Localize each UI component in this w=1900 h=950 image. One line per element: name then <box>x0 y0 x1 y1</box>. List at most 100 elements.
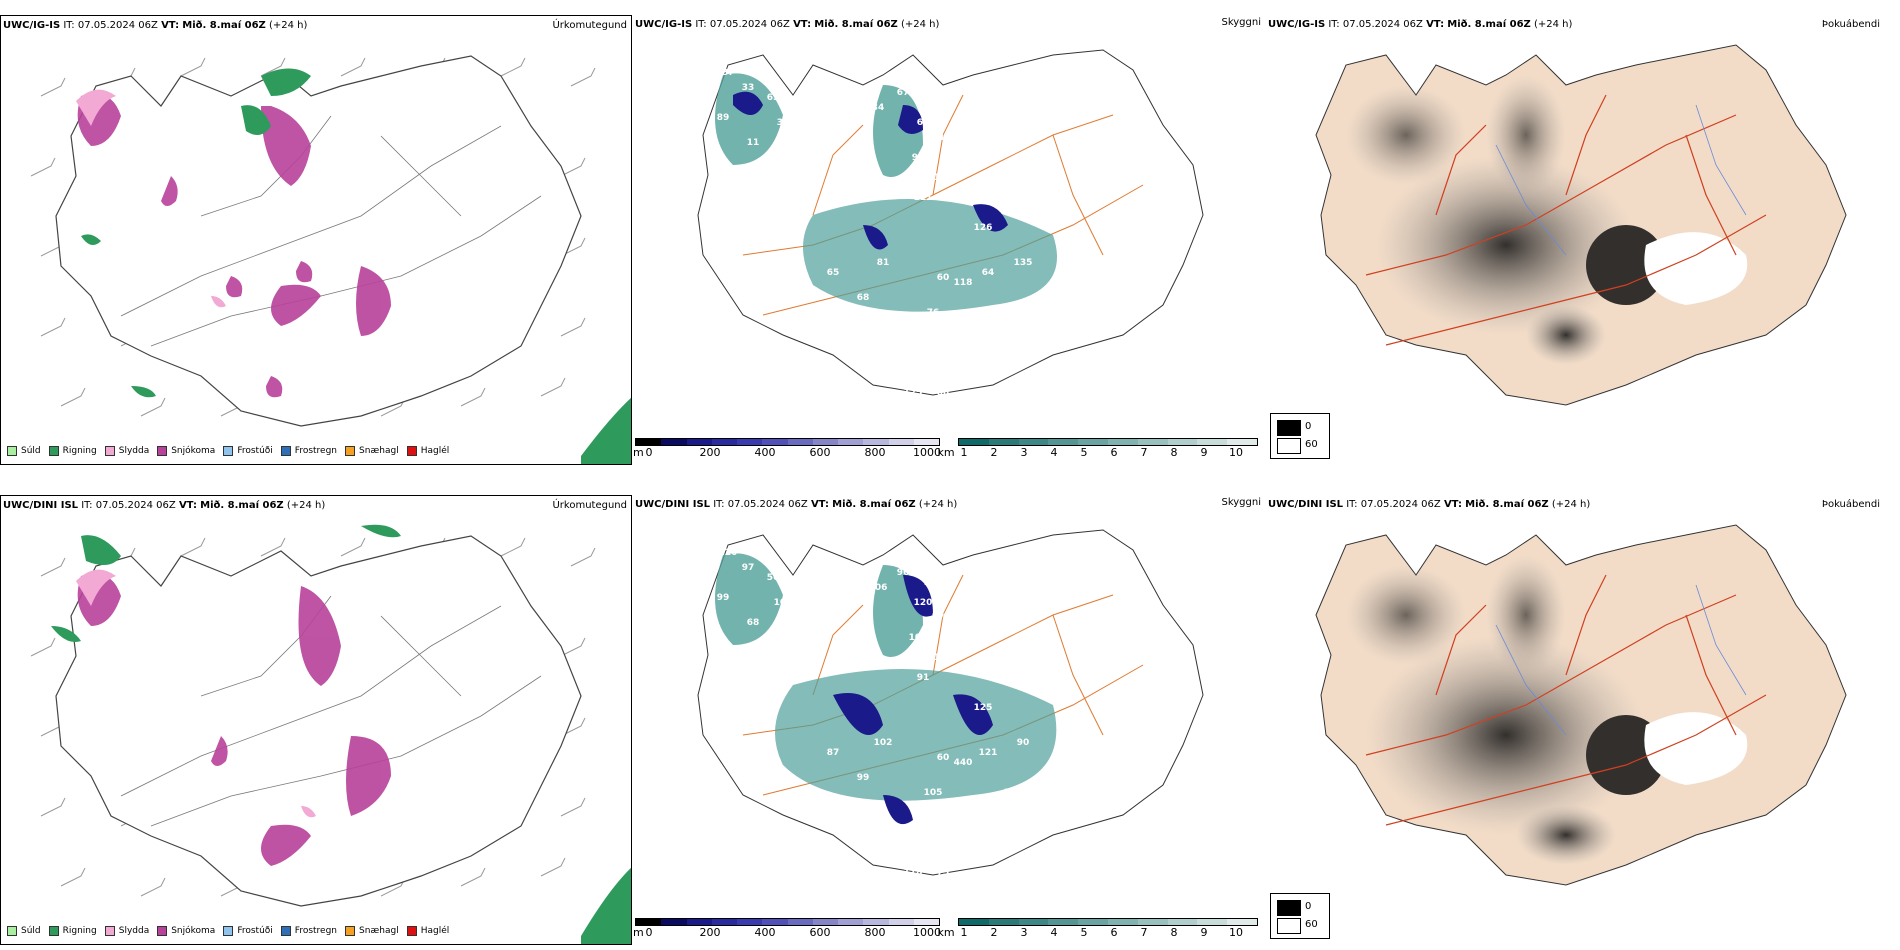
visibility-value-label: 70 <box>797 618 810 628</box>
visibility-value-label: 89 <box>717 113 730 123</box>
fog-legend-swatch <box>1277 438 1301 454</box>
visibility-value-label: 65 <box>767 93 780 103</box>
legend-swatch <box>48 926 59 936</box>
visibility-value-label: 125 <box>974 703 993 713</box>
rain-areas <box>81 68 631 464</box>
visibility-value-label: 90 <box>1017 738 1030 748</box>
visibility-value-label: 115 <box>934 173 953 183</box>
legend-item: Frostregn <box>280 926 337 936</box>
legend-swatch <box>406 446 417 456</box>
legend-item: Súld <box>7 926 41 936</box>
legend-item: Rigning <box>48 446 97 456</box>
snow-areas <box>77 93 391 398</box>
legend-item: Snjókoma <box>157 926 215 936</box>
visibility-value-label: 120 <box>719 548 738 558</box>
visibility-value-label: 56 <box>767 573 780 583</box>
visibility-value-label: 37 <box>777 118 790 128</box>
visibility-value-label: 33 <box>742 83 755 93</box>
visibility-value-label: 83 <box>942 833 955 843</box>
height-colorbar-cells <box>635 438 940 446</box>
legend-item: Frostúði <box>223 446 273 456</box>
visibility-panel-row2: UWC/DINI ISL IT: 07.05.2024 06Z VT: Mið.… <box>633 495 1265 945</box>
distance-colorbar: km 1 2 3 4 5 6 7 8 9 10 <box>937 438 1258 459</box>
legend-item: Slydda <box>104 446 149 456</box>
panel-type-label: Þokuábendi <box>1821 19 1880 30</box>
visibility-value-label: 88 <box>937 388 950 398</box>
legend-swatch <box>223 446 234 456</box>
legend-swatch <box>345 926 356 936</box>
visibility-value-label: 440 <box>954 758 973 768</box>
visibility-value-label: 76 <box>927 308 940 318</box>
visibility-value-label: 102 <box>874 738 893 748</box>
visibility-value-label: 99 <box>942 353 955 363</box>
panel-type-label: Úrkomutegund <box>552 20 627 31</box>
visibility-value-label: 68 <box>857 293 870 303</box>
distance-colorbar-cells <box>958 918 1258 926</box>
visibility-value-label: 153 <box>769 158 788 168</box>
legend-swatch <box>223 926 234 936</box>
legend-swatch <box>48 446 59 456</box>
legend-item: Snæhagl <box>345 446 399 456</box>
panel-title: UWC/DINI ISL IT: 07.05.2024 06Z VT: Mið.… <box>3 500 326 511</box>
visibility-value-label: 75 <box>937 868 950 878</box>
precip-type-panel-row1: UWC/IG-IS IT: 07.05.2024 06Z VT: Mið. 8.… <box>0 15 632 465</box>
legend-swatch <box>7 926 17 936</box>
panel-type-label: Þokuábendi <box>1821 499 1880 510</box>
visibility-value-label: 91 <box>917 673 930 683</box>
roads <box>1365 574 1767 826</box>
visibility-fields <box>715 73 1057 312</box>
visibility-value-label: 84 <box>932 133 945 143</box>
visibility-value-label: 66 <box>917 118 930 128</box>
legend-swatch <box>157 926 168 936</box>
visibility-value-label: 77 <box>932 613 945 623</box>
visibility-value-label: 90 <box>797 138 810 148</box>
visibility-value-label: 111 <box>914 193 933 203</box>
precip-map <box>30 524 631 944</box>
legend-item: Haglél <box>406 926 449 936</box>
fog-map <box>1315 44 1847 406</box>
height-colorbar: m 0 200 400 600 800 1000 <box>633 918 941 939</box>
rain-areas <box>51 524 631 944</box>
visibility-value-label: 68 <box>747 618 760 628</box>
sleet-areas <box>76 569 316 818</box>
fog-index-panel-row2: UWC/DINI ISL IT: 07.05.2024 06Z VT: Mið.… <box>1266 495 1900 945</box>
visibility-panel-row1: UWC/IG-IS IT: 07.05.2024 06Z VT: Mið. 8.… <box>633 15 1265 465</box>
panel-title: UWC/DINI ISL IT: 07.05.2024 06Z VT: Mið.… <box>1268 499 1591 510</box>
iceland-outline <box>55 55 582 427</box>
legend-item: Snjókoma <box>157 446 215 456</box>
legend-item: Rigning <box>48 926 97 936</box>
legend-item: Snæhagl <box>345 926 399 936</box>
visibility-value-label: 101 <box>774 598 793 608</box>
distance-colorbar-cells <box>958 438 1258 446</box>
precip-legend: Súld Rigning Slydda Snjókoma Frostúði Fr… <box>7 926 449 936</box>
legend-swatch <box>406 926 417 936</box>
legend-swatch <box>345 446 356 456</box>
visibility-value-label: 81 <box>927 843 940 853</box>
visibility-map: 120 97 56 99 101 68 70 64 96 106 125 120 77 103 108 91 1… <box>697 529 1204 878</box>
visibility-value-label: 125 <box>924 578 943 588</box>
legend-swatch <box>280 926 291 936</box>
precip-legend: Súld Rigning Slydda Snjókoma Frostúði Fr… <box>7 446 449 456</box>
visibility-value-label: 87 <box>827 748 840 758</box>
rivers <box>1495 584 1747 736</box>
visibility-value-label: 105 <box>924 788 943 798</box>
roads <box>1365 94 1767 346</box>
height-colorbar: m 0 200 400 600 800 1000 <box>633 438 941 459</box>
visibility-value-label: 11 <box>747 138 760 148</box>
distance-colorbar: km 1 2 3 4 5 6 7 8 9 10 <box>937 918 1258 939</box>
legend-swatch <box>104 926 115 936</box>
visibility-value-label: 125 <box>904 388 923 398</box>
visibility-value-label: 97 <box>742 563 755 573</box>
visibility-value-label: 65 <box>827 268 840 278</box>
precip-map <box>30 55 631 464</box>
fog-legend: 0 60 <box>1270 413 1330 459</box>
visibility-value-label: 64 <box>982 268 995 278</box>
legend-item: Frostúði <box>223 926 273 936</box>
visibility-value-label: 94 <box>912 153 925 163</box>
visibility-value-label: 60 <box>937 273 950 283</box>
fog-legend-swatch <box>1277 918 1301 934</box>
panel-title: UWC/DINI ISL IT: 07.05.2024 06Z VT: Mið.… <box>635 499 958 510</box>
panel-title: UWC/IG-IS IT: 07.05.2024 06Z VT: Mið. 8.… <box>1268 19 1573 30</box>
visibility-value-label: 129 <box>1004 788 1023 798</box>
